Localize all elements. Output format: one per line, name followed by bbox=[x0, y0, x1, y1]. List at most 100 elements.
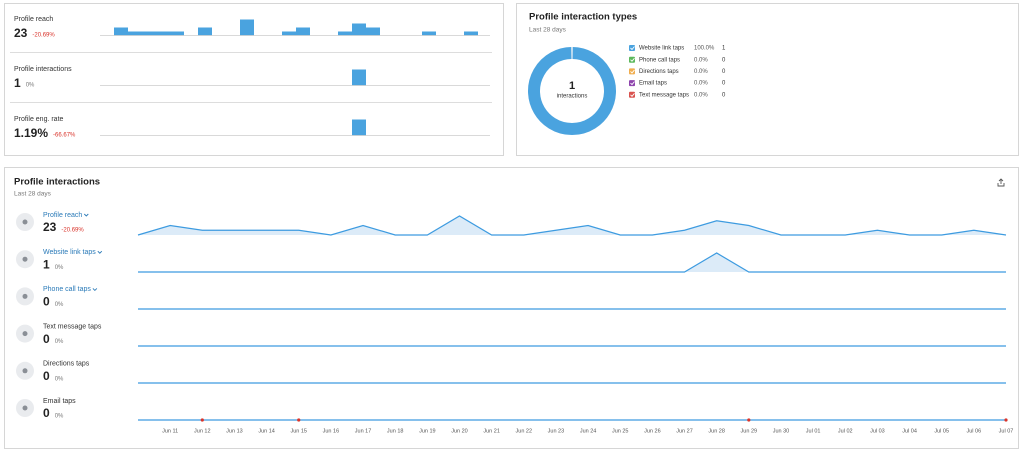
legend-checkbox bbox=[629, 91, 635, 98]
x-tick-label: Jun 26 bbox=[644, 428, 661, 434]
metric-name[interactable]: Profile reach bbox=[43, 212, 82, 219]
spark-bar bbox=[352, 69, 366, 86]
spark-bar bbox=[338, 31, 352, 36]
metric-value: 0 bbox=[43, 332, 50, 346]
dropdown-chevron bbox=[97, 250, 103, 254]
x-tick-label: Jul 01 bbox=[806, 428, 821, 434]
interaction-types-card bbox=[516, 3, 1019, 156]
legend-check bbox=[630, 69, 635, 74]
x-tick-label: Jun 13 bbox=[226, 428, 243, 434]
legend-percent: 0.0% bbox=[694, 57, 708, 63]
legend-count: 0 bbox=[722, 81, 726, 87]
spark-bar bbox=[142, 31, 156, 36]
export-button[interactable] bbox=[995, 176, 1006, 187]
x-tick-label: Jun 24 bbox=[580, 428, 597, 434]
spark-bar bbox=[352, 119, 366, 136]
metric-change: 0% bbox=[55, 265, 64, 271]
x-tick-label: Jun 18 bbox=[387, 428, 404, 434]
line-series bbox=[138, 252, 1006, 273]
spark-bar bbox=[366, 27, 380, 36]
metric-change: -66.67% bbox=[53, 133, 76, 139]
x-tick-label: Jul 03 bbox=[870, 428, 885, 434]
legend-name: Email taps bbox=[639, 81, 667, 87]
metric-change: 0% bbox=[55, 414, 64, 420]
x-tick-label: Jun 19 bbox=[419, 428, 436, 434]
donut-total-label: interactions bbox=[557, 94, 588, 100]
x-tick-label: Jun 23 bbox=[548, 428, 565, 434]
event-marker bbox=[200, 418, 204, 422]
spark-bar bbox=[352, 23, 366, 36]
legend-checkbox bbox=[629, 45, 635, 51]
legend-check bbox=[630, 93, 635, 97]
metric-label: Profile eng. rate bbox=[14, 116, 64, 123]
card-subtitle: Last 28 days bbox=[14, 191, 52, 198]
metric-name: Text message taps bbox=[43, 323, 102, 330]
metric-name[interactable]: Website link taps bbox=[43, 249, 96, 256]
metric-value: 1 bbox=[14, 76, 21, 90]
dropdown-chevron bbox=[83, 213, 89, 217]
x-tick-label: Jun 17 bbox=[355, 428, 372, 434]
x-tick-label: Jun 27 bbox=[676, 428, 693, 434]
metric-value: 0 bbox=[43, 406, 50, 420]
export-icon bbox=[997, 178, 1005, 187]
spark-bar bbox=[128, 31, 142, 36]
event-marker bbox=[747, 418, 751, 422]
metric-change: 0% bbox=[26, 83, 35, 89]
x-tick-label: Jun 21 bbox=[483, 428, 500, 434]
metric-value: 1 bbox=[43, 257, 50, 271]
legend-checkbox bbox=[629, 68, 635, 75]
line-area bbox=[138, 216, 1006, 235]
legend-name: Directions taps bbox=[639, 69, 679, 75]
x-tick-label: Jun 28 bbox=[708, 428, 725, 434]
x-tick-label: Jul 07 bbox=[999, 428, 1014, 434]
donut-segment bbox=[528, 47, 616, 135]
x-tick-label: Jul 04 bbox=[902, 428, 917, 434]
metric-change: 0% bbox=[55, 302, 64, 308]
metric-value: 0 bbox=[43, 369, 50, 383]
legend-name: Website link taps bbox=[639, 46, 684, 52]
line-series bbox=[137, 215, 1007, 236]
metric-name: Email taps bbox=[43, 398, 76, 405]
x-tick-label: Jun 25 bbox=[612, 428, 629, 434]
dropdown-chevron bbox=[92, 288, 98, 292]
spark-bar bbox=[464, 31, 478, 36]
metric-name: Directions taps bbox=[43, 361, 90, 368]
x-tick-label: Jun 14 bbox=[258, 428, 275, 434]
spark-bar bbox=[170, 31, 184, 36]
metric-icon-glyph bbox=[22, 405, 28, 411]
legend-count: 1 bbox=[722, 46, 726, 52]
legend-percent: 0.0% bbox=[694, 81, 708, 87]
legend-check bbox=[630, 81, 635, 86]
metric-value: 1.19% bbox=[14, 126, 48, 140]
event-marker bbox=[297, 418, 301, 422]
card-title: Profile interactions bbox=[14, 177, 100, 188]
legend-name: Text message taps bbox=[639, 92, 689, 98]
event-marker bbox=[1004, 418, 1008, 422]
legend-checkbox bbox=[629, 56, 635, 63]
interactions-card bbox=[4, 167, 1019, 449]
spark-bar bbox=[114, 27, 128, 36]
metric-value: 23 bbox=[43, 220, 57, 234]
spark-bar bbox=[240, 19, 254, 36]
x-tick-label: Jun 12 bbox=[194, 428, 211, 434]
metric-value: 0 bbox=[43, 295, 50, 309]
spark-bar bbox=[296, 27, 310, 36]
x-tick-label: Jul 05 bbox=[934, 428, 949, 434]
card-title: Profile interaction types bbox=[529, 12, 637, 23]
x-tick-label: Jun 15 bbox=[290, 428, 307, 434]
donut-total: 1 bbox=[569, 80, 575, 92]
metric-icon-glyph bbox=[22, 256, 28, 262]
x-tick-label: Jun 11 bbox=[162, 428, 178, 434]
metric-name[interactable]: Phone call taps bbox=[43, 286, 91, 293]
x-tick-label: Jun 22 bbox=[516, 428, 533, 434]
legend-name: Phone call taps bbox=[639, 57, 680, 63]
x-tick-label: Jul 06 bbox=[967, 428, 982, 434]
metric-change: 0% bbox=[55, 339, 64, 345]
legend-count: 0 bbox=[722, 69, 726, 75]
x-tick-label: Jun 30 bbox=[773, 428, 790, 434]
legend-percent: 0.0% bbox=[694, 92, 708, 98]
legend-check bbox=[630, 57, 635, 62]
legend-check bbox=[630, 46, 635, 51]
legend-percent: 0.0% bbox=[694, 69, 708, 75]
legend-percent: 100.0% bbox=[694, 46, 715, 52]
